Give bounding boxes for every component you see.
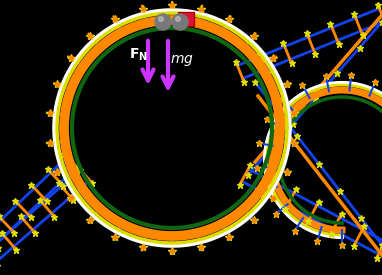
Circle shape bbox=[172, 14, 188, 30]
Text: $mg$: $mg$ bbox=[170, 53, 194, 67]
Bar bbox=[178, 12, 194, 26]
Circle shape bbox=[159, 16, 163, 21]
Circle shape bbox=[155, 14, 171, 30]
Text: $\mathregular{F_N}$: $\mathregular{F_N}$ bbox=[129, 47, 147, 63]
Circle shape bbox=[176, 16, 180, 21]
